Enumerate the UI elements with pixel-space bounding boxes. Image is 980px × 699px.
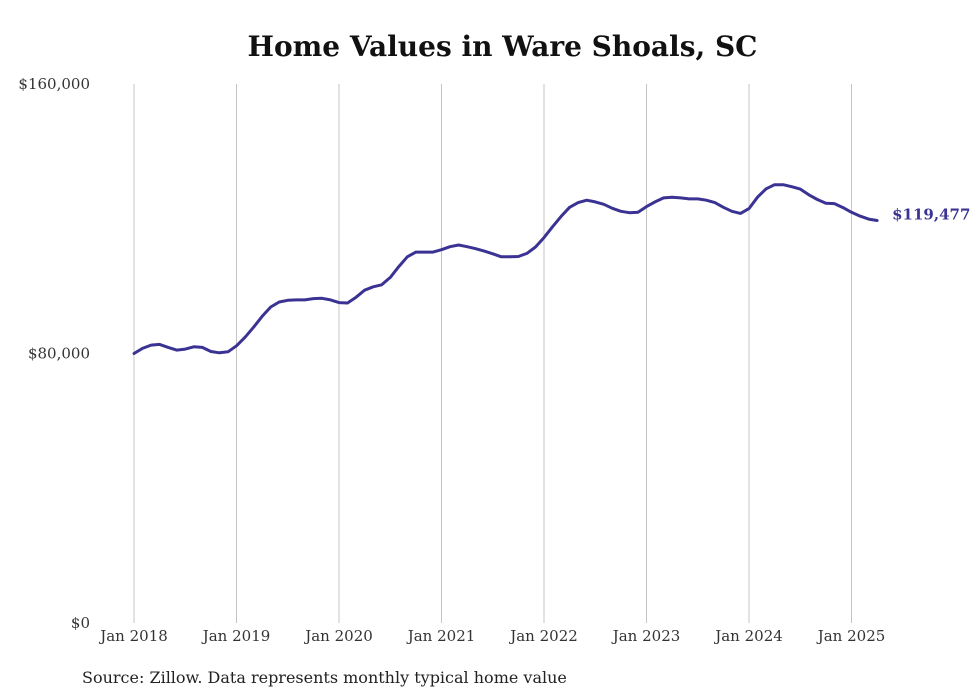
series-line <box>132 183 879 355</box>
x-tick-label: Jan 2019 <box>201 627 271 645</box>
x-tick-label: Jan 2023 <box>611 627 681 645</box>
x-tick-label: Jan 2024 <box>713 627 783 645</box>
x-tick-label: Jan 2022 <box>508 627 578 645</box>
y-tick-label: $160,000 <box>18 75 90 93</box>
chart-title: Home Values in Ware Shoals, SC <box>247 30 758 63</box>
y-tick-label: $0 <box>71 614 90 632</box>
x-tick-label: Jan 2025 <box>816 627 886 645</box>
y-tick-label: $80,000 <box>28 345 90 363</box>
source-note: Source: Zillow. Data represents monthly … <box>82 668 567 687</box>
line-chart: Jan 2018 Jan 2019 Jan 2020 Jan 2021 Jan 2022… <box>18 75 970 645</box>
end-value-label: $119,477 <box>892 206 970 224</box>
x-tick-label: Jan 2018 <box>98 627 168 645</box>
x-tick-label: Jan 2021 <box>406 627 476 645</box>
x-tick-label: Jan 2020 <box>303 627 373 645</box>
